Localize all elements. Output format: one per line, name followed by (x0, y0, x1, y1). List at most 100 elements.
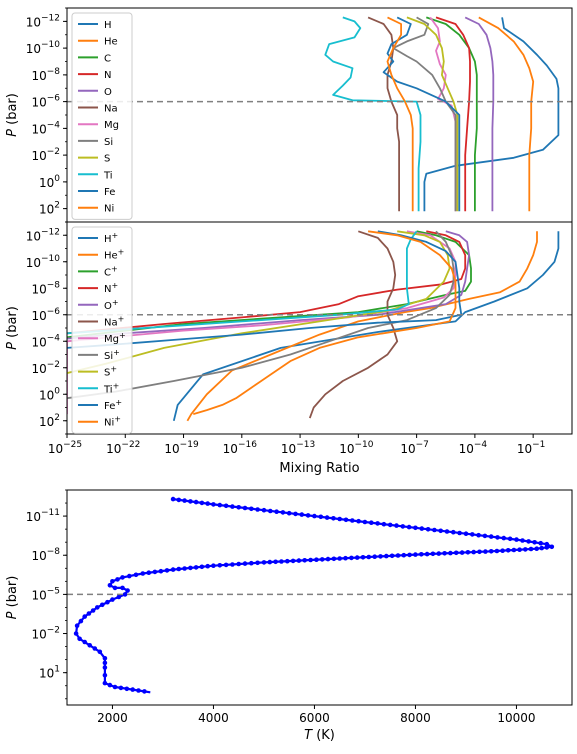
x-axis-label: Mixing Ratio (279, 461, 359, 476)
temperature-point (107, 583, 113, 588)
temperature-point (170, 496, 176, 502)
temperature-point (285, 558, 290, 564)
legend-label: O (104, 87, 112, 98)
series-line-h (423, 17, 560, 212)
y-axis-label: P (bar) (5, 306, 20, 350)
y-tick-label: 10−5 (31, 586, 60, 602)
temperature-point (280, 510, 286, 515)
legend-label: Na (104, 104, 118, 115)
temperature-point (199, 500, 205, 506)
temperature-point (375, 521, 380, 526)
y-axis-label: P (bar) (5, 576, 20, 620)
y-tick-label: 101 (39, 665, 60, 681)
legend-label: Ni+ (104, 415, 121, 429)
temperature-point (312, 513, 317, 519)
series-line-mg (429, 16, 457, 212)
temperature-point (290, 558, 296, 564)
temperature-point (261, 560, 267, 565)
temperature-point (430, 551, 436, 557)
y-tick-label: 10−8 (31, 280, 60, 296)
temperature-point (112, 585, 118, 591)
legend-label: Na+ (104, 315, 124, 329)
legend-label: He+ (104, 248, 124, 262)
temperature-point (337, 516, 343, 522)
temperature-point (274, 509, 279, 514)
temperature-point (74, 623, 80, 628)
temperature-point (350, 518, 355, 523)
temperature-point (436, 551, 442, 556)
legend-label: C (104, 53, 111, 64)
temperature-point (124, 686, 130, 692)
temperature-point (314, 557, 319, 562)
temperature-point (476, 532, 481, 538)
temperature-point (372, 554, 378, 559)
temperature-point (188, 565, 193, 571)
temperature-point (78, 618, 84, 624)
temperature-point (230, 504, 235, 509)
y-tick-label: 10−8 (31, 547, 60, 563)
temperature-point (325, 556, 331, 562)
temperature-point (394, 523, 399, 528)
temperature-point (528, 546, 534, 552)
axes-frame (66, 7, 573, 223)
temperature-point (193, 499, 199, 505)
ionized-species-panel: 10−12 10−10 10−8 10−6 10−4 10−2 100 102 10−25 10−… (5, 221, 573, 476)
x-tick-label: 8000 (400, 711, 431, 725)
temperature-point (482, 533, 488, 539)
temperature-point (507, 536, 513, 542)
temperature-point (318, 514, 324, 520)
x-tick-label: 2000 (97, 711, 128, 725)
temperature-point (419, 552, 424, 557)
temperature-point (142, 689, 147, 694)
temperature-point (146, 570, 152, 575)
x-tick-label: 10−22 (106, 440, 140, 456)
y-tick-label: 102 (39, 201, 60, 217)
temperature-point (514, 537, 519, 542)
temperature-point (387, 522, 393, 528)
y-tick-label: 10−6 (31, 307, 60, 323)
temperature-point (444, 529, 450, 534)
temperature-point (211, 563, 216, 568)
temperature-point (242, 505, 248, 511)
series-line-fe-plus (67, 230, 463, 349)
x-tick-label: 10−1 (517, 440, 546, 456)
temperature-point (401, 552, 407, 558)
series-line-temperature (74, 498, 553, 694)
legend-label: O+ (104, 298, 119, 312)
temperature-point (217, 502, 223, 508)
temperature-point (182, 566, 187, 571)
series-line-ni (386, 16, 414, 212)
temperature-point (87, 643, 92, 648)
temperature-point (193, 565, 199, 570)
x-tick-label: 10−13 (281, 440, 315, 456)
temperature-point (182, 498, 187, 503)
temperature-point (242, 561, 248, 566)
temperature-point (122, 592, 128, 597)
y-axis-label: P (bar) (5, 93, 20, 137)
temperature-point (520, 538, 525, 543)
y-tick-label: 10−8 (31, 67, 60, 83)
temperature-point (477, 549, 482, 555)
temperature-point (110, 597, 115, 602)
temperature-point (495, 535, 500, 540)
temperature-point (102, 656, 108, 661)
temperature-point (494, 548, 500, 554)
series-line-ti (324, 16, 422, 212)
x-axis-label: T (K) (304, 728, 335, 743)
temperature-point (86, 611, 92, 616)
neutral-species-panel: 10−12 10−10 10−8 10−6 10−4 10−2 100 102 P (bar) H… (5, 7, 573, 223)
temperature-point (424, 551, 430, 557)
temperature-point (140, 571, 146, 576)
temperature-point (384, 553, 389, 559)
temperature-point (102, 665, 108, 670)
temperature-point (107, 682, 113, 688)
temperature-point (501, 535, 507, 541)
legend-label: N+ (104, 281, 118, 295)
legend-label: Fe+ (104, 398, 122, 412)
x-tick-label: 10−16 (223, 440, 258, 456)
temperature-point (413, 525, 418, 531)
x-tick-label: 6000 (299, 711, 330, 725)
temperature-point (419, 526, 425, 531)
temperature-point (395, 553, 401, 558)
temperature-point (97, 649, 103, 655)
